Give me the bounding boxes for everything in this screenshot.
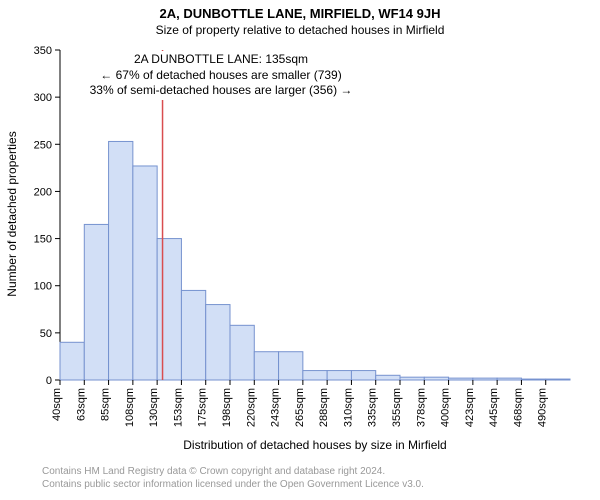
- svg-text:63sqm: 63sqm: [75, 388, 87, 421]
- annotation-line-3: 33% of semi-detached houses are larger (…: [76, 83, 366, 99]
- svg-text:108sqm: 108sqm: [124, 388, 136, 427]
- svg-text:310sqm: 310sqm: [342, 388, 354, 427]
- svg-text:198sqm: 198sqm: [221, 388, 233, 427]
- svg-text:468sqm: 468sqm: [512, 388, 524, 427]
- annotation-box: 2A DUNBOTTLE LANE: 135sqm ← 67% of detac…: [75, 51, 367, 100]
- annotation-line-2: ← 67% of detached houses are smaller (73…: [76, 68, 366, 84]
- svg-text:300: 300: [34, 92, 52, 104]
- svg-text:130sqm: 130sqm: [148, 388, 160, 427]
- svg-text:85sqm: 85sqm: [100, 388, 112, 421]
- svg-text:378sqm: 378sqm: [415, 388, 427, 427]
- chart-container: 2A, DUNBOTTLE LANE, MIRFIELD, WF14 9JH S…: [0, 0, 600, 500]
- svg-text:200: 200: [34, 186, 52, 198]
- x-axis-label: Distribution of detached houses by size …: [60, 438, 570, 452]
- svg-text:445sqm: 445sqm: [488, 388, 500, 427]
- svg-text:288sqm: 288sqm: [318, 388, 330, 427]
- svg-text:40sqm: 40sqm: [51, 388, 63, 421]
- svg-text:150: 150: [34, 234, 52, 246]
- svg-text:220sqm: 220sqm: [245, 388, 257, 427]
- svg-text:490sqm: 490sqm: [537, 388, 549, 427]
- svg-text:100: 100: [34, 281, 52, 293]
- svg-text:153sqm: 153sqm: [172, 388, 184, 427]
- footer-line-2: Contains public sector information licen…: [42, 478, 424, 491]
- svg-text:0: 0: [46, 375, 52, 387]
- footer-line-1: Contains HM Land Registry data © Crown c…: [42, 465, 424, 478]
- svg-text:265sqm: 265sqm: [294, 388, 306, 427]
- svg-text:250: 250: [34, 139, 52, 151]
- footer-attribution: Contains HM Land Registry data © Crown c…: [42, 465, 424, 491]
- svg-text:50: 50: [40, 328, 52, 340]
- annotation-line-1: 2A DUNBOTTLE LANE: 135sqm: [76, 52, 366, 68]
- svg-text:243sqm: 243sqm: [270, 388, 282, 427]
- y-axis-label: Number of detached properties: [5, 114, 19, 314]
- svg-text:423sqm: 423sqm: [464, 388, 476, 427]
- svg-text:400sqm: 400sqm: [440, 388, 452, 427]
- svg-text:335sqm: 335sqm: [367, 388, 379, 427]
- x-axis-label-text: Distribution of detached houses by size …: [183, 438, 446, 452]
- svg-text:175sqm: 175sqm: [197, 388, 209, 427]
- y-axis-label-text: Number of detached properties: [5, 131, 19, 296]
- svg-text:355sqm: 355sqm: [391, 388, 403, 427]
- svg-text:350: 350: [34, 45, 52, 57]
